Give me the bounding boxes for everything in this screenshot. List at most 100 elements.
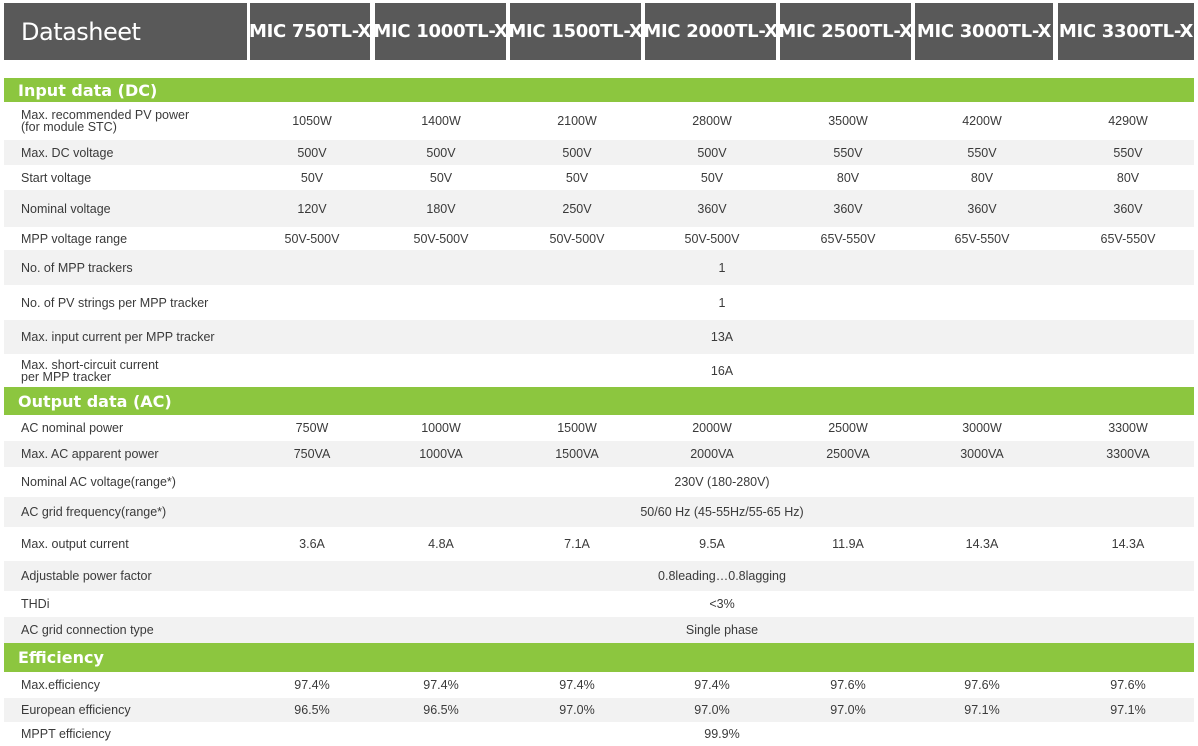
value-cell: 14.3A <box>1111 537 1145 551</box>
value-cell: 9.5A <box>699 537 725 551</box>
value-cell: 750W <box>295 421 329 435</box>
row-label: AC nominal power <box>21 415 251 441</box>
row-label-line: per MPP tracker <box>21 369 112 384</box>
value-cell: 3000W <box>962 421 1002 435</box>
value-cell: 250V <box>562 201 592 216</box>
shared-value-cell: 13A <box>710 330 734 344</box>
value-cell: 96.5% <box>423 703 459 717</box>
value-cell: 97.1% <box>964 703 1000 717</box>
value-cell: 1500VA <box>555 447 599 461</box>
shared-value-cell: 50/60 Hz (45-55Hz/55-65 Hz) <box>640 505 804 519</box>
value-cell: 4290W <box>1108 114 1148 128</box>
value-cell: 80V <box>836 170 860 185</box>
row-label: Nominal voltage <box>21 190 251 227</box>
shared-value-cell: <3% <box>709 597 735 611</box>
row-label: Max. AC apparent power <box>21 441 251 467</box>
model-header: MIC 3000TL-X <box>915 3 1053 60</box>
row-label-line: Nominal voltage <box>21 201 111 216</box>
row-label-line: Max. recommended PV power <box>21 108 190 122</box>
value-cell: 97.4% <box>294 678 330 692</box>
row-label: THDi <box>21 591 251 617</box>
value-cell: 97.4% <box>559 678 595 692</box>
value-cell: 3000VA <box>960 447 1004 461</box>
value-cell: 1400W <box>421 114 461 128</box>
shared-value-cell: Single phase <box>685 623 759 637</box>
datasheet-title: Datasheet <box>4 3 247 60</box>
value-cell: 7.1A <box>564 537 590 551</box>
row-label-line: No. of PV strings per MPP tracker <box>21 295 209 310</box>
row-label: Start voltage <box>21 165 251 190</box>
table-row: Nominal AC voltage(range*) 230V (180-280V… <box>4 467 1194 497</box>
model-header: MIC 750TL-X <box>250 3 370 60</box>
value-cell: 96.5% <box>294 703 330 717</box>
shared-value-cell: 1 <box>718 260 726 275</box>
row-label: Max. short-circuit current per MPP tracke… <box>21 354 251 387</box>
row-label-line: MPP voltage range <box>21 231 128 246</box>
table-row: Max. output current 3.6A 4.8A 7.1A 9.5A 11.9A… <box>4 527 1194 561</box>
row-label-line: MPPT efficiency <box>21 727 111 741</box>
value-cell: 550V <box>1113 145 1143 160</box>
row-label: Max. recommended PV power (for module STC… <box>21 102 251 140</box>
value-cell: 3300VA <box>1106 447 1150 461</box>
value-cell: 2800W <box>692 114 732 128</box>
value-cell: 500V <box>697 145 727 160</box>
value-cell: 65V-550V <box>1100 231 1156 246</box>
table-row: European efficiency 96.5% 96.5% 97.0% 97.0% 9… <box>4 698 1194 722</box>
value-cell: 97.6% <box>1110 678 1146 692</box>
value-cell: 4200W <box>962 114 1002 128</box>
value-cell: 50V-500V <box>284 231 340 246</box>
table-row: AC grid frequency(range*) 50/60 Hz (45-55… <box>4 497 1194 527</box>
shared-value-cell: 0.8leading…0.8lagging <box>658 569 786 583</box>
value-cell: 11.9A <box>832 537 864 551</box>
row-label-line: Start voltage <box>21 170 92 185</box>
table-row: No. of PV strings per MPP tracker 1 <box>4 285 1194 320</box>
value-cell: 80V <box>970 170 994 185</box>
value-cell: 97.0% <box>694 703 730 717</box>
value-cell: 97.6% <box>964 678 1000 692</box>
row-label-line: Max. output current <box>21 537 129 551</box>
value-cell: 360V <box>1113 201 1143 216</box>
value-cell: 120V <box>297 201 327 216</box>
value-cell: 2000W <box>692 421 732 435</box>
value-cell: 1500W <box>557 421 597 435</box>
row-label: Max. output current <box>21 527 251 561</box>
table-row: Max. input current per MPP tracker 13A <box>4 320 1194 354</box>
value-cell: 2500W <box>828 421 868 435</box>
value-cell: 14.3A <box>965 537 999 551</box>
shared-value-cell: 99.9% <box>704 727 740 741</box>
table-row: AC nominal power 750W 1000W 1500W 2000W 2500W… <box>4 415 1194 441</box>
table-row: Max. short-circuit current per MPP tracke… <box>4 354 1194 387</box>
value-cell: 97.1% <box>1110 703 1146 717</box>
value-cell: 50V-500V <box>549 231 605 246</box>
row-label: Max.efficiency <box>21 672 251 698</box>
model-header: MIC 2000TL-X <box>645 3 776 60</box>
row-label: Adjustable power factor <box>21 561 251 591</box>
row-label-line: Adjustable power factor <box>21 569 152 583</box>
section-header: Output data (AC) <box>4 387 1194 415</box>
shared-value-cell: 230V (180-280V) <box>674 475 770 489</box>
row-label-line: (for module STC) <box>21 120 117 134</box>
row-label: European efficiency <box>21 698 251 722</box>
section-header: Efficiency <box>4 643 1194 672</box>
value-cell: 1000VA <box>419 447 463 461</box>
value-cell: 50V <box>429 170 453 185</box>
row-label-line: Max. AC apparent power <box>21 447 159 461</box>
row-label: MPPT efficiency <box>21 722 251 746</box>
row-label: Nominal AC voltage(range*) <box>21 467 251 497</box>
section-header: Input data (DC) <box>4 78 1194 102</box>
value-cell: 750VA <box>293 447 331 461</box>
value-cell: 65V-550V <box>820 231 876 246</box>
row-label-line: Nominal AC voltage(range*) <box>21 475 176 489</box>
table-row: MPP voltage range 50V-500V 50V-500V 50V-500… <box>4 227 1194 250</box>
value-cell: 97.6% <box>830 678 866 692</box>
row-label-line: Max. short-circuit current <box>21 357 159 372</box>
row-label-line: AC nominal power <box>21 421 124 435</box>
table-row: Start voltage 50V 50V 50V 50V 80V 80V 80V <box>4 165 1194 190</box>
row-label-line: AC grid connection type <box>21 623 154 637</box>
row-label: Max. DC voltage <box>21 140 251 165</box>
value-cell: 500V <box>562 145 592 160</box>
table-row: Max. DC voltage 500V 500V 500V 500V 550V 550V 5… <box>4 140 1194 165</box>
value-cell: 2000VA <box>690 447 734 461</box>
model-header: MIC 3300TL-X <box>1058 3 1194 60</box>
